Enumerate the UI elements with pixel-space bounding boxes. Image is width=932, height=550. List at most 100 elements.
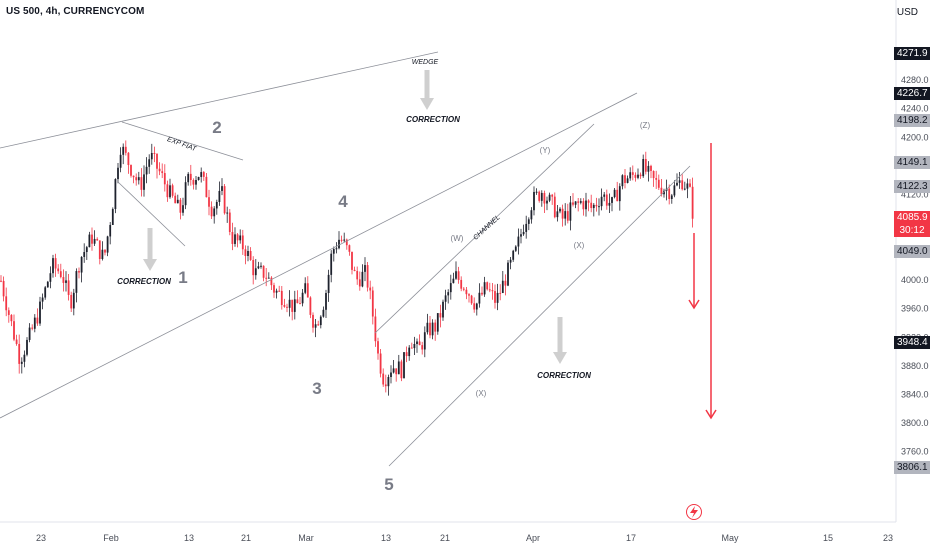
- candle-body: [312, 314, 314, 328]
- candle-body: [431, 322, 434, 336]
- price-tag: 3806.1: [894, 461, 930, 474]
- candle-body: [0, 280, 2, 282]
- candle-body: [543, 192, 546, 204]
- annotation-label: EXP FIAT: [166, 136, 198, 153]
- candle-body: [483, 282, 486, 295]
- candle-body: [270, 277, 273, 286]
- candle-body: [473, 303, 476, 310]
- candle-body: [239, 235, 242, 241]
- candle-body: [353, 269, 356, 271]
- candle-body: [54, 258, 57, 269]
- channel-upper-line: [374, 123, 595, 334]
- candle-body: [429, 322, 431, 336]
- candle-body: [169, 185, 171, 198]
- candle-body: [101, 249, 104, 259]
- candle-body: [119, 154, 122, 168]
- x-tick-label: Apr: [526, 533, 540, 543]
- candle-body: [390, 372, 392, 378]
- candle-body: [644, 158, 647, 172]
- candle-body: [439, 313, 442, 318]
- price-tag: 30:12: [894, 224, 930, 237]
- candle-body: [202, 172, 205, 177]
- candle-body: [49, 273, 52, 282]
- candle-body: [33, 317, 36, 329]
- wave-label-5: 5: [384, 475, 393, 494]
- candle-body: [452, 278, 455, 284]
- candle-body: [218, 190, 221, 202]
- candle-body: [213, 208, 216, 217]
- x-tick-label: May: [721, 533, 739, 543]
- candle-body: [91, 234, 93, 244]
- candle-body: [278, 290, 281, 292]
- candle-body: [468, 294, 470, 296]
- candle-body: [130, 165, 132, 176]
- candle-body: [525, 223, 528, 232]
- candle-body: [317, 324, 320, 326]
- candle-body: [309, 297, 312, 315]
- candle-body: [460, 279, 463, 289]
- candle-body: [98, 240, 101, 259]
- candle-body: [689, 183, 691, 187]
- candle-body: [504, 280, 507, 286]
- candle-body: [111, 209, 114, 225]
- candle-body: [20, 361, 23, 364]
- candle-body: [673, 185, 676, 196]
- candle-body: [634, 174, 637, 178]
- candle-body: [182, 205, 184, 213]
- candle-body: [161, 171, 164, 174]
- candle-body: [663, 190, 665, 195]
- candle-body: [265, 277, 268, 279]
- candle-body: [637, 174, 639, 178]
- candle-body: [478, 292, 481, 304]
- minor-wave-label: (X): [574, 241, 585, 250]
- candle-body: [387, 377, 390, 387]
- candle-body: [621, 175, 624, 187]
- candle-body: [241, 235, 244, 250]
- candle-body: [462, 288, 465, 290]
- candle-body: [163, 173, 166, 185]
- candle-body: [72, 292, 75, 309]
- candle-body: [210, 206, 213, 217]
- candle-body: [403, 352, 405, 379]
- candle-body: [540, 192, 543, 201]
- candle-body: [93, 238, 96, 244]
- candle-body: [501, 280, 504, 294]
- candle-body: [377, 341, 379, 354]
- candle-body: [187, 173, 190, 183]
- candle-body: [449, 283, 452, 293]
- candle-body: [83, 252, 86, 257]
- candle-body: [455, 271, 457, 279]
- candle-body: [548, 194, 551, 201]
- price-tag: 4149.1: [894, 156, 930, 169]
- candle-body: [351, 251, 353, 270]
- x-tick-label: 21: [241, 533, 251, 543]
- candle-body: [416, 341, 418, 344]
- candle-body: [143, 174, 145, 190]
- candle-body: [296, 299, 299, 304]
- candle-body: [18, 343, 21, 364]
- candle-body: [499, 292, 502, 294]
- candle-body: [345, 239, 348, 246]
- annotation-label: CORRECTION: [537, 371, 591, 380]
- candle-body: [184, 182, 187, 206]
- y-tick-label: 3840.0: [901, 389, 929, 399]
- wave-label-4: 4: [338, 192, 348, 211]
- candle-body: [408, 347, 411, 357]
- candle-body: [517, 236, 520, 247]
- candle-body: [395, 368, 398, 375]
- candle-body: [200, 172, 203, 177]
- wave-label-2: 2: [212, 118, 221, 137]
- candle-body: [314, 324, 317, 328]
- annotation-label: CHANNEL: [472, 214, 502, 242]
- candle-body: [135, 177, 138, 181]
- candle-body: [174, 195, 177, 204]
- y-tick-label: 4120.0: [901, 189, 929, 199]
- candle-body: [434, 322, 437, 332]
- candle-body: [647, 165, 650, 172]
- candle-body: [223, 186, 226, 214]
- price-tag: 4271.9: [894, 47, 930, 60]
- correction-arrow-icon: [420, 70, 434, 110]
- candle-body: [192, 180, 195, 185]
